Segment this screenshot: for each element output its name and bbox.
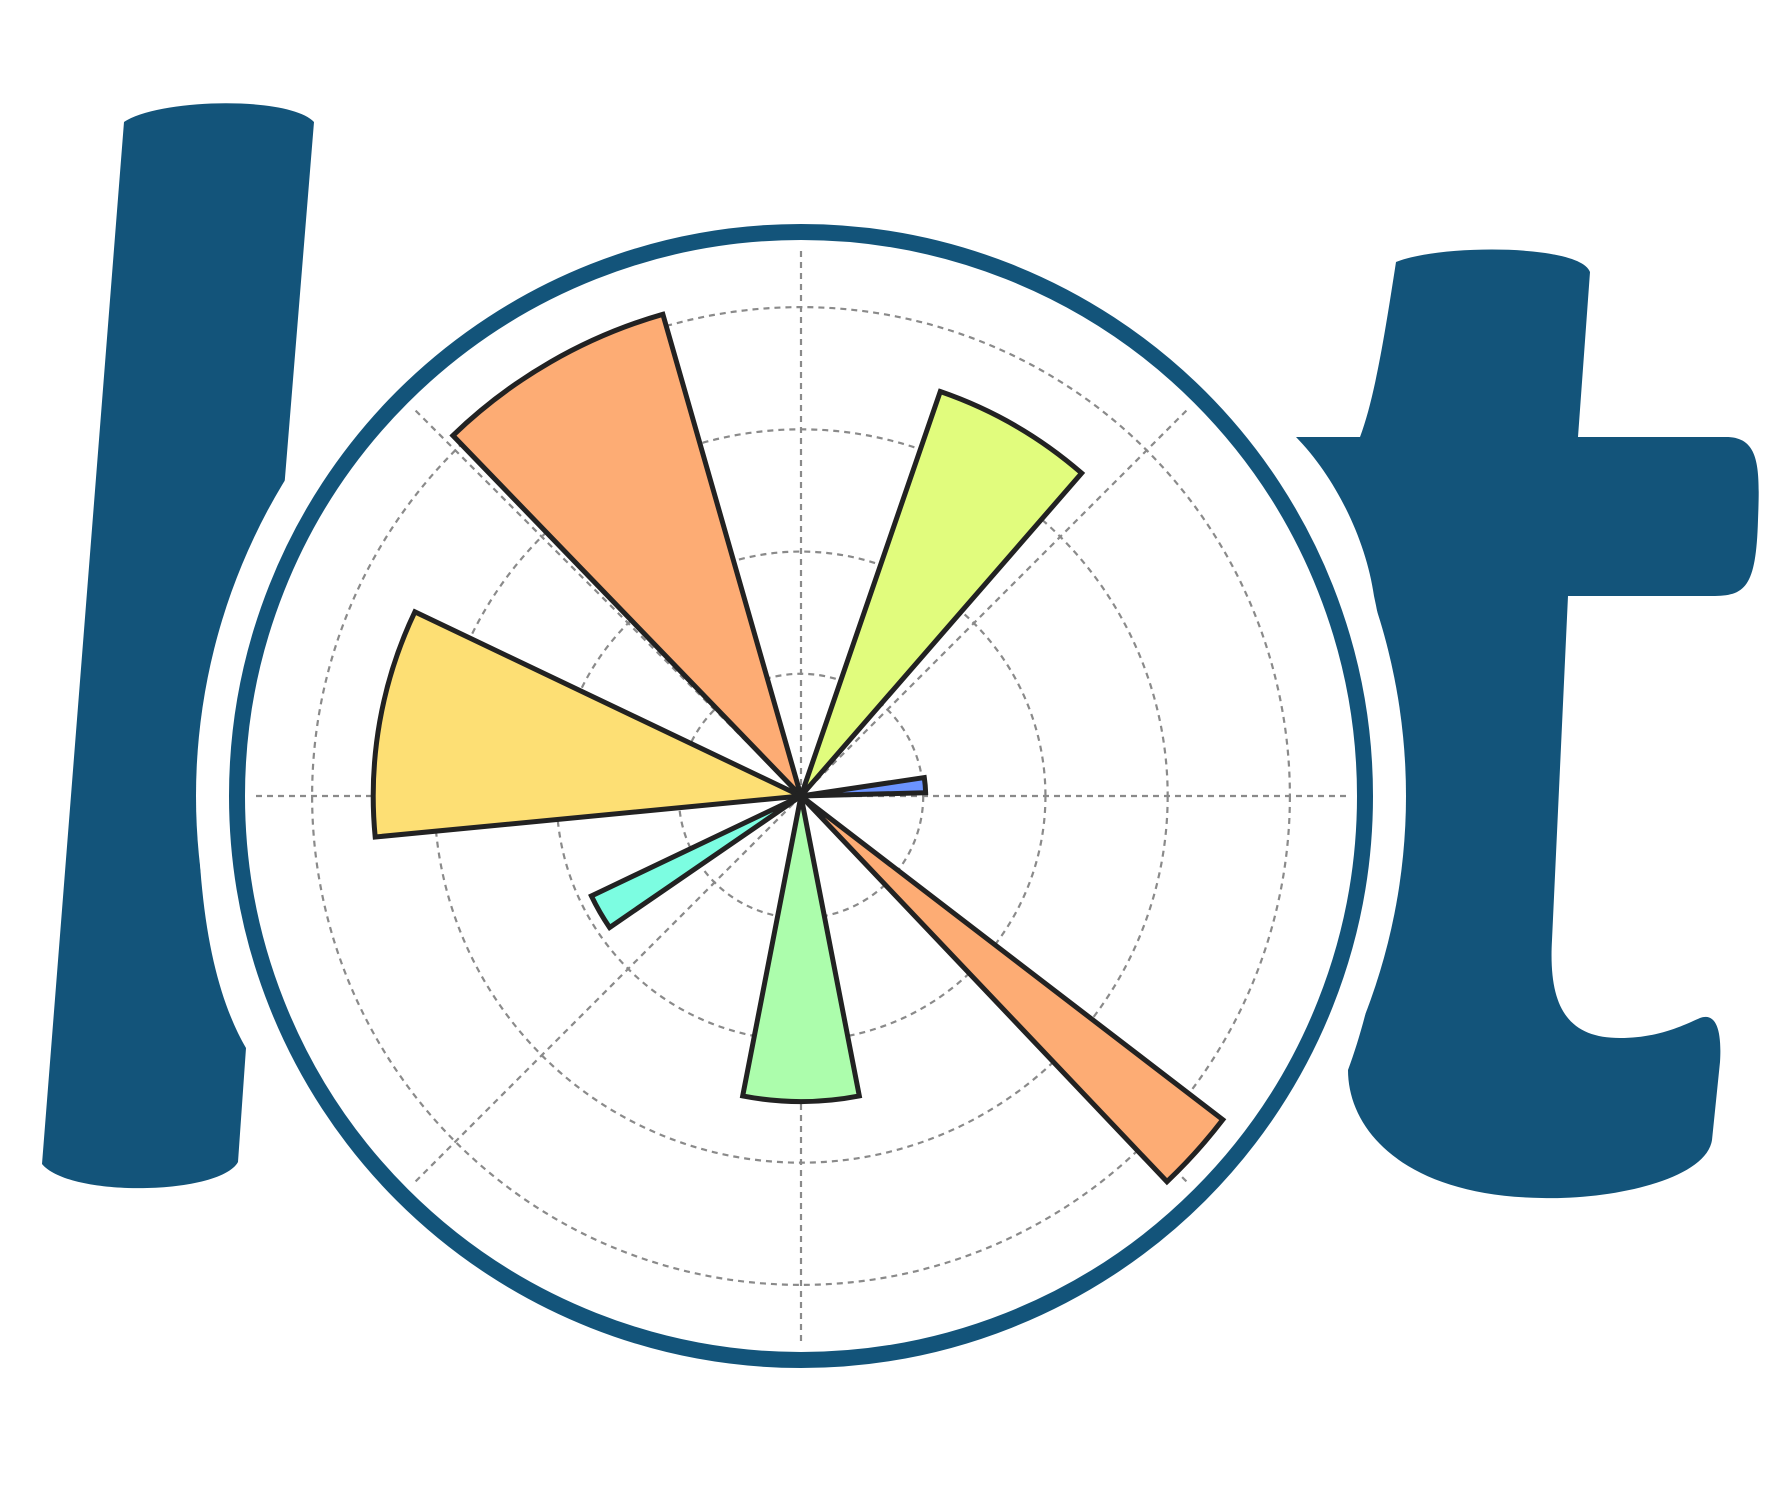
polar-outer-ring (229, 224, 1373, 1368)
polar-bar (800, 774, 929, 799)
polar-center (795, 790, 807, 802)
angular-gridline (411, 795, 802, 1186)
polar-bar (588, 793, 803, 932)
polar-bar (799, 794, 1227, 1186)
angular-gridline (800, 406, 1191, 797)
logo-letter-t-body (1348, 596, 1721, 1199)
logo-letter-l (42, 103, 314, 1189)
polar-bar (739, 795, 863, 1104)
polar-bar (798, 388, 1086, 798)
logo-letter-t-stem (1360, 249, 1590, 437)
polar-bar (370, 608, 811, 840)
polar-bars (370, 311, 1227, 1186)
logo-letter-t-crossbar (1296, 437, 1759, 596)
polar-plot-area (229, 224, 1373, 1368)
polar-bar (449, 311, 804, 798)
